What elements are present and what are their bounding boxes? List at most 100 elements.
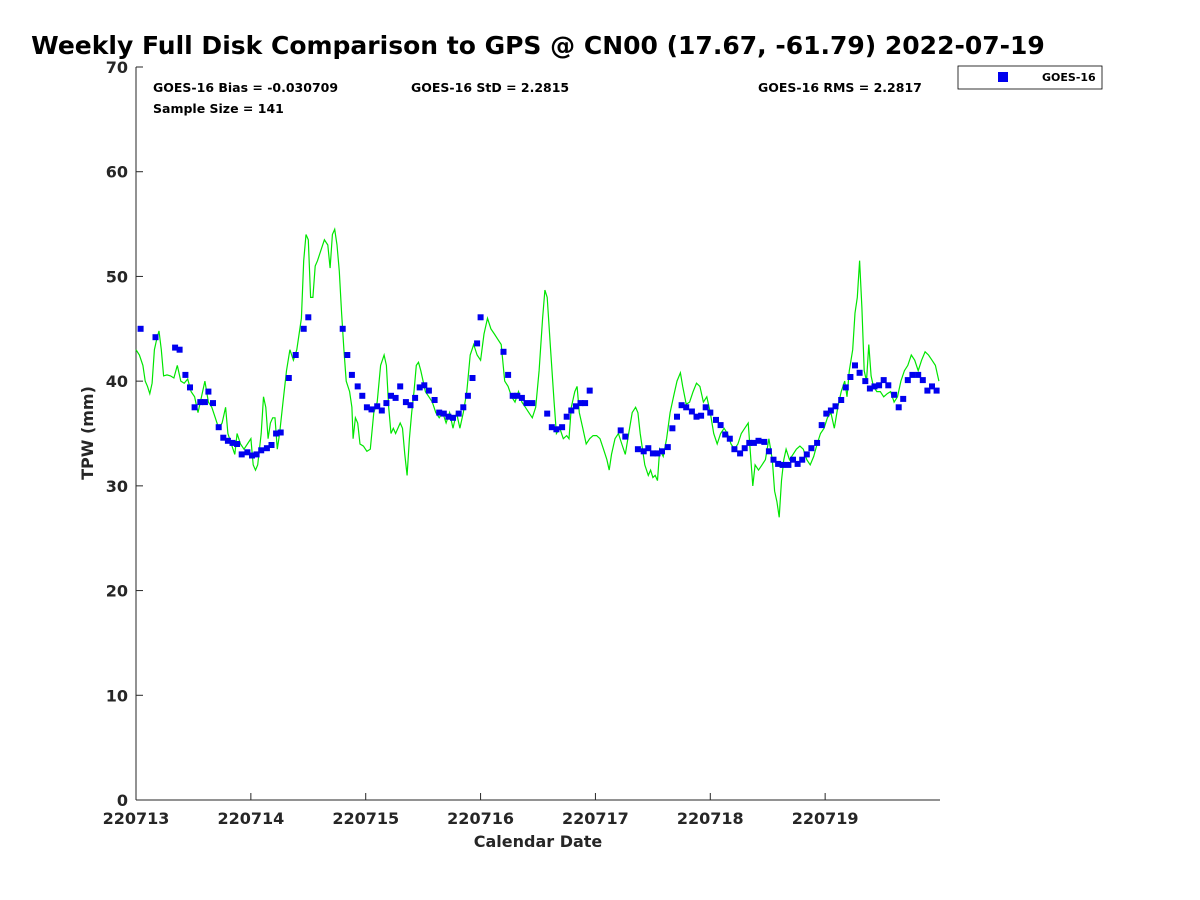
goes16-data-point	[770, 456, 777, 463]
goes16-data-point	[746, 439, 753, 446]
y-tick-label: 50	[106, 267, 128, 286]
goes16-data-point	[649, 450, 656, 457]
goes16-data-point	[895, 404, 902, 411]
goes16-data-point	[880, 377, 887, 384]
goes16-data-point	[622, 433, 629, 440]
goes16-data-point	[842, 384, 849, 391]
goes16-data-point	[273, 430, 280, 437]
goes16-data-point	[871, 383, 878, 390]
goes16-data-point	[683, 404, 690, 411]
goes16-data-point	[794, 460, 801, 467]
goes16-data-point	[761, 438, 768, 445]
goes16-data-point	[344, 352, 351, 358]
goes16-data-point	[750, 439, 757, 446]
chart-title: Weekly Full Disk Comparison to GPS @ CN0…	[31, 31, 1045, 60]
goes16-data-point	[862, 378, 869, 385]
goes16-data-point	[455, 410, 462, 417]
goes16-data-point	[909, 371, 916, 378]
goes16-data-point	[249, 452, 255, 459]
goes16-data-point	[790, 456, 796, 463]
goes16-data-point	[234, 441, 241, 447]
goes16-data-point	[933, 387, 940, 394]
goes16-data-point	[559, 424, 566, 431]
goes16-data-point	[919, 377, 926, 384]
goes16-data-point	[244, 449, 251, 456]
goes16-data-point	[436, 409, 443, 416]
y-tick-label: 70	[106, 58, 128, 77]
goes16-data-point	[182, 371, 189, 378]
bias-stat: GOES-16 Bias = -0.030709	[153, 80, 338, 95]
goes16-data-point	[421, 382, 428, 389]
goes16-data-point	[915, 371, 922, 378]
goes16-data-point	[529, 400, 536, 407]
goes16-data-point	[407, 402, 414, 409]
goes16-data-point	[258, 447, 265, 454]
goes16-data-point	[292, 352, 299, 358]
goes16-data-point	[383, 400, 390, 407]
goes16-data-point	[929, 383, 935, 390]
goes16-data-point	[210, 400, 216, 407]
goes16-data-point	[229, 439, 236, 446]
goes16-data-point	[832, 403, 839, 410]
goes16-data-point	[664, 444, 671, 451]
goes16-data-point	[460, 404, 467, 411]
goes16-data-point	[563, 413, 570, 420]
legend-marker-goes16	[998, 72, 1008, 82]
goes16-data-point	[378, 407, 385, 414]
goes16-data-point	[856, 369, 863, 376]
goes16-data-point	[412, 394, 419, 401]
goes16-data-point	[568, 407, 575, 414]
goes16-data-point	[827, 407, 834, 414]
goes16-data-point	[224, 437, 231, 444]
goes16-data-point	[693, 413, 700, 420]
goes16-data-point	[669, 425, 676, 432]
goes16-data-point	[238, 451, 245, 458]
goes16-data-point	[205, 388, 212, 395]
goes16-data-point	[172, 344, 179, 351]
x-tick-label: 220715	[332, 809, 399, 828]
rms-stat: GOES-16 RMS = 2.2817	[758, 80, 922, 95]
goes16-data-point	[572, 403, 579, 410]
goes16-data-point	[152, 334, 159, 341]
goes16-data-point	[900, 395, 907, 402]
goes16-data-point	[191, 404, 198, 411]
x-tick-label: 220719	[792, 809, 859, 828]
goes16-data-point	[876, 382, 883, 389]
y-tick-label: 10	[106, 686, 128, 705]
plot-area: 0 10 20 30 40 50 60 70 220713 220714 220715 220716 2…	[103, 58, 940, 828]
goes16-data-point	[799, 456, 806, 463]
goes16-data-point	[368, 406, 375, 413]
goes16-data-point	[586, 387, 593, 394]
goes16-data-point	[505, 371, 512, 378]
goes16-data-point	[678, 402, 685, 409]
goes16-data-point	[363, 404, 370, 411]
goes16-data-point	[634, 446, 641, 453]
goes16-data-point	[713, 416, 719, 423]
goes16-data-point	[518, 394, 525, 401]
goes16-data-point	[617, 427, 624, 434]
std-stat: GOES-16 StD = 2.2815	[411, 80, 569, 95]
x-axis-label: Calendar Date	[474, 832, 603, 851]
goes16-data-point	[838, 397, 845, 403]
x-tick-label: 220713	[103, 809, 170, 828]
goes16-data-point	[823, 410, 830, 417]
goes16-data-point	[137, 325, 144, 332]
goes16-data-point	[818, 422, 825, 429]
goes16-data-point	[392, 394, 399, 401]
goes16-data-point	[445, 413, 452, 420]
legend-box	[957, 65, 1103, 90]
legend: GOES-16	[957, 65, 1103, 90]
goes16-data-point	[688, 408, 695, 415]
goes16-data-point	[220, 434, 227, 441]
goes16-data-point	[197, 399, 204, 406]
goes16-data-point	[847, 374, 854, 380]
goes16-data-point	[852, 362, 858, 369]
y-tick-label: 30	[106, 477, 128, 496]
goes16-data-point	[803, 451, 810, 458]
goes16-data-point	[215, 424, 222, 431]
y-tick-label: 60	[106, 163, 128, 182]
goes16-data-point	[722, 431, 729, 438]
goes16-data-point	[374, 403, 381, 410]
